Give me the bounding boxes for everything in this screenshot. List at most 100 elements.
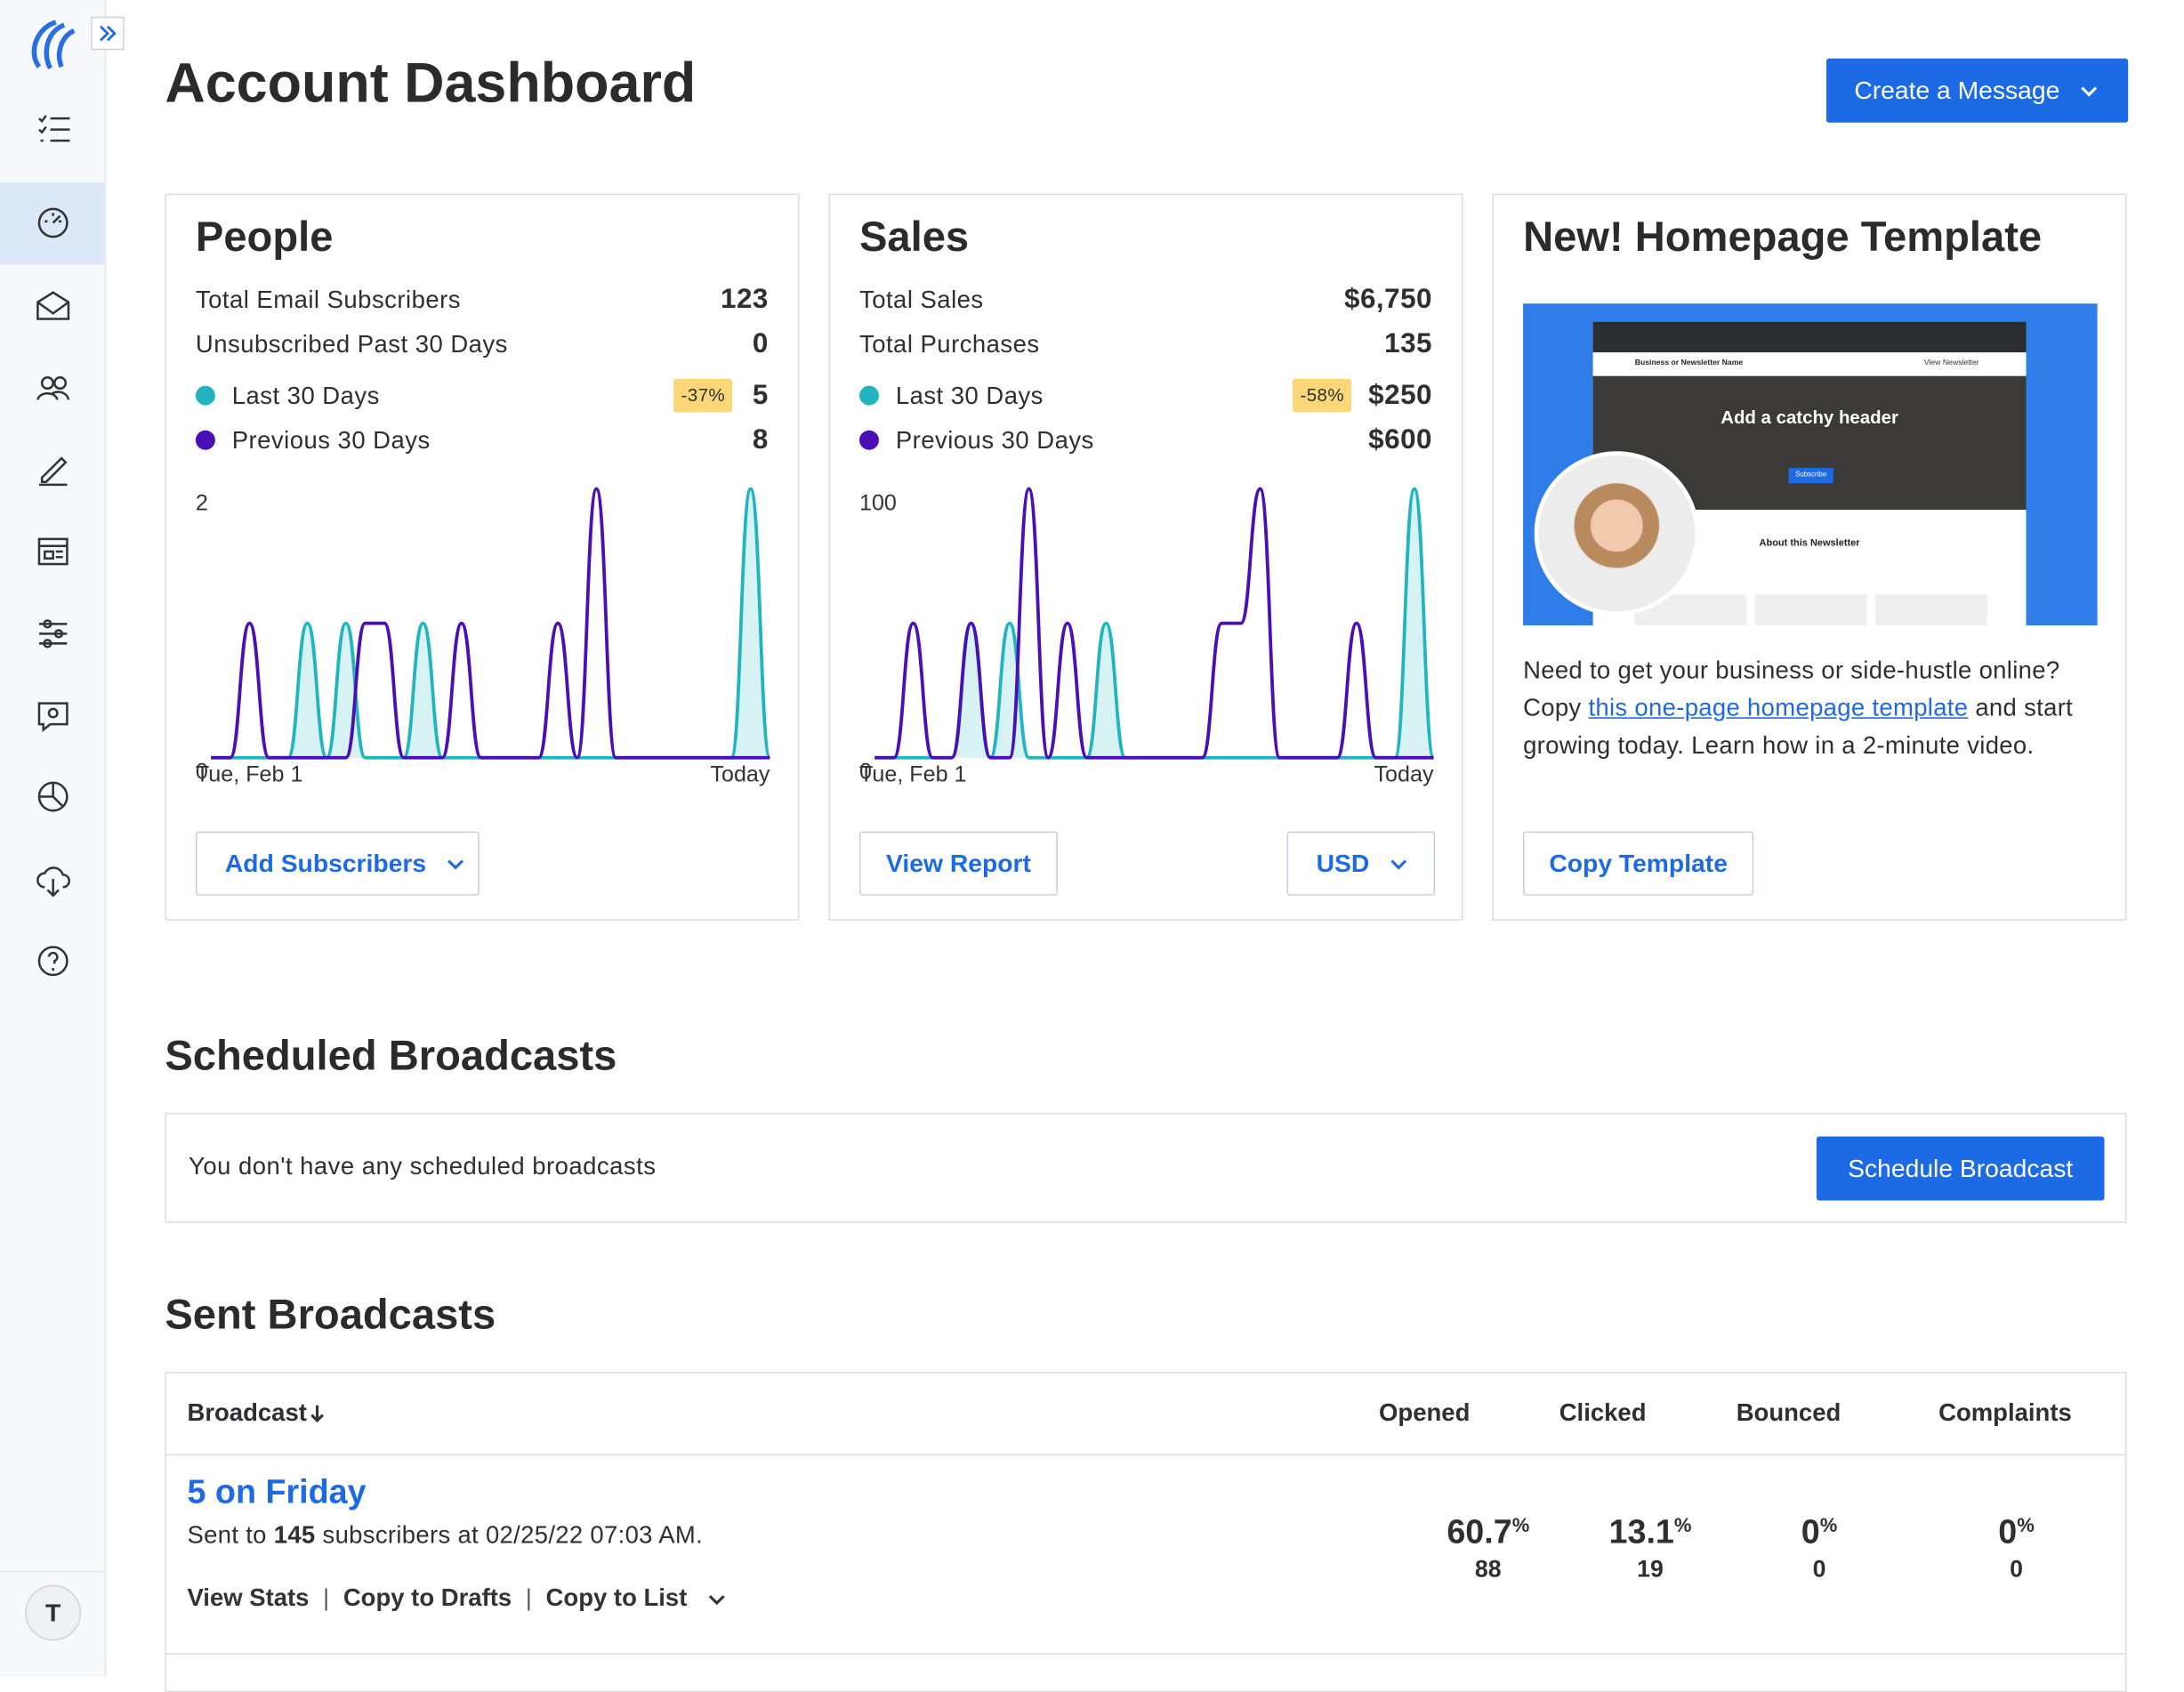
sent-table — [165, 1372, 2127, 1692]
copy-drafts-link[interactable]: Copy to Drafts — [343, 1583, 512, 1612]
chevron — [2081, 86, 2098, 98]
header-divider — [165, 1454, 2126, 1456]
button-label: Create a Message — [1854, 77, 2060, 105]
stat-label: Total Sales — [858, 285, 984, 314]
broadcast-actions: View Stats | Copy to Drafts | Copy to List — [187, 1583, 726, 1613]
nav-forms[interactable] — [34, 697, 73, 736]
stat-value: $600 — [1368, 424, 1432, 455]
schedule-broadcast-button[interactable]: Schedule Broadcast — [1816, 1136, 2105, 1201]
sort-arrow — [310, 1406, 324, 1423]
create-message-button[interactable]: Create a Message — [1825, 58, 2129, 123]
nav-lists[interactable] — [34, 110, 73, 149]
nav-dashboard[interactable] — [34, 204, 73, 243]
legend-label: Previous 30 Days — [231, 426, 431, 455]
expand-toggle[interactable] — [91, 16, 125, 51]
card-title: New! Homepage Template — [1523, 214, 2043, 261]
stat-value: 60.7 — [1447, 1513, 1512, 1552]
template-description: Need to get your business or side-hustle… — [1523, 652, 2110, 765]
button-label: View Report — [886, 850, 1031, 878]
copy-template-button[interactable]: Copy Template — [1523, 831, 1754, 896]
sales-chart: 0 100 Tue, Feb 1 Today — [859, 487, 1436, 787]
view-stats-link[interactable]: View Stats — [187, 1583, 310, 1612]
add-subscribers-button[interactable]: Add Subscribers — [195, 831, 480, 896]
legend-label: Last 30 Days — [231, 381, 380, 410]
stat-value: 0 — [752, 328, 769, 359]
nav-help[interactable] — [34, 941, 73, 980]
chevron[interactable] — [706, 1593, 726, 1607]
x-tick-label: Tue, Feb 1 — [859, 762, 967, 787]
preview-browser-bar — [1592, 321, 2027, 353]
row-divider — [165, 1653, 2126, 1655]
stat-value: 13.1 — [1608, 1513, 1674, 1552]
broadcast-name[interactable]: 5 on Friday — [187, 1473, 367, 1511]
preview-view: View Newsletter — [1923, 359, 1979, 368]
text: Sent to — [187, 1520, 274, 1549]
preview-tile — [1874, 594, 1987, 625]
empty-message: You don't have any scheduled broadcasts — [189, 1151, 657, 1180]
series-line — [874, 487, 1434, 760]
copy-list-link[interactable]: Copy to List — [545, 1583, 688, 1612]
x-tick-label: Today — [710, 762, 770, 787]
nav-subscribers[interactable] — [34, 369, 73, 408]
logo[interactable] — [25, 17, 81, 73]
stat-unit: % — [1819, 1513, 1838, 1536]
template-link[interactable]: this one-page homepage template — [1588, 693, 1969, 721]
avatar[interactable]: T — [25, 1584, 82, 1641]
legend-label: Last 30 Days — [895, 381, 1044, 410]
stat-value: $250 — [1368, 380, 1432, 411]
section-title: Sent Broadcasts — [165, 1292, 496, 1339]
preview-subscribe: Subscribe — [1788, 468, 1833, 484]
stat-row: Unsubscribed Past 30 Days 0 — [196, 327, 769, 361]
preview-tile — [1754, 594, 1867, 625]
column-header[interactable]: Broadcast — [187, 1398, 326, 1428]
legend-row: Previous 30 Days $600 — [858, 423, 1432, 457]
change-badge: -58% — [1293, 378, 1351, 413]
presenter-photo — [1534, 451, 1699, 616]
stat-cell: 0% 0 — [1750, 1513, 1890, 1583]
nav-integrations[interactable] — [34, 859, 73, 898]
nav-reports[interactable] — [34, 778, 73, 817]
preview-about: About this Newsletter — [1759, 538, 1860, 549]
scheduled-panel: You don't have any scheduled broadcasts … — [165, 1112, 2127, 1223]
column-label: Broadcast — [187, 1398, 307, 1427]
x-tick-label: Tue, Feb 1 — [196, 762, 303, 787]
card-title: Sales — [858, 214, 970, 261]
separator: | — [323, 1584, 330, 1612]
legend-dot — [858, 430, 879, 450]
sales-card: Sales Total Sales $6,750 Total Purchases 1… — [828, 193, 1463, 921]
stat-count: 0 — [1812, 1555, 1826, 1583]
template-preview[interactable]: Business or Newsletter Name View Newslet… — [1523, 303, 2098, 625]
stat-label: Total Purchases — [858, 330, 1040, 359]
y-tick-label: 0 — [859, 760, 872, 785]
stat-label: Unsubscribed Past 30 Days — [195, 330, 508, 359]
card-title: People — [195, 214, 334, 261]
chevron — [447, 859, 464, 870]
column-header: Complaints — [1938, 1398, 2072, 1427]
preview-business: Business or Newsletter Name — [1634, 359, 1744, 368]
series-line — [211, 487, 770, 760]
button-label: Add Subscribers — [224, 850, 427, 878]
nav-messages[interactable] — [34, 287, 73, 326]
text: subscribers at 02/25/22 07:03 AM. — [315, 1520, 704, 1549]
legend-dot — [195, 385, 215, 406]
nav-editor[interactable] — [34, 450, 73, 489]
stat-row: Total Purchases 135 — [859, 327, 1432, 361]
stat-value: 0 — [1801, 1513, 1820, 1552]
stat-value: 0 — [1998, 1513, 2018, 1552]
nav-landing-pages[interactable] — [34, 532, 73, 571]
chevron — [1390, 859, 1407, 870]
preview-header: Add a catchy header — [1721, 407, 1898, 428]
legend-row: Previous 30 Days 8 — [195, 423, 769, 457]
stat-unit: % — [1673, 1513, 1692, 1536]
people-card: People Total Email Subscribers 123 Unsubs… — [165, 193, 800, 921]
view-report-button[interactable]: View Report — [858, 831, 1059, 896]
nav-automations[interactable] — [34, 614, 73, 653]
legend-label: Previous 30 Days — [895, 426, 1094, 455]
page-title: Account Dashboard — [165, 52, 697, 115]
stat-value: 123 — [721, 284, 769, 315]
currency-select[interactable]: USD — [1286, 831, 1436, 896]
column-header: Opened — [1379, 1398, 1471, 1427]
